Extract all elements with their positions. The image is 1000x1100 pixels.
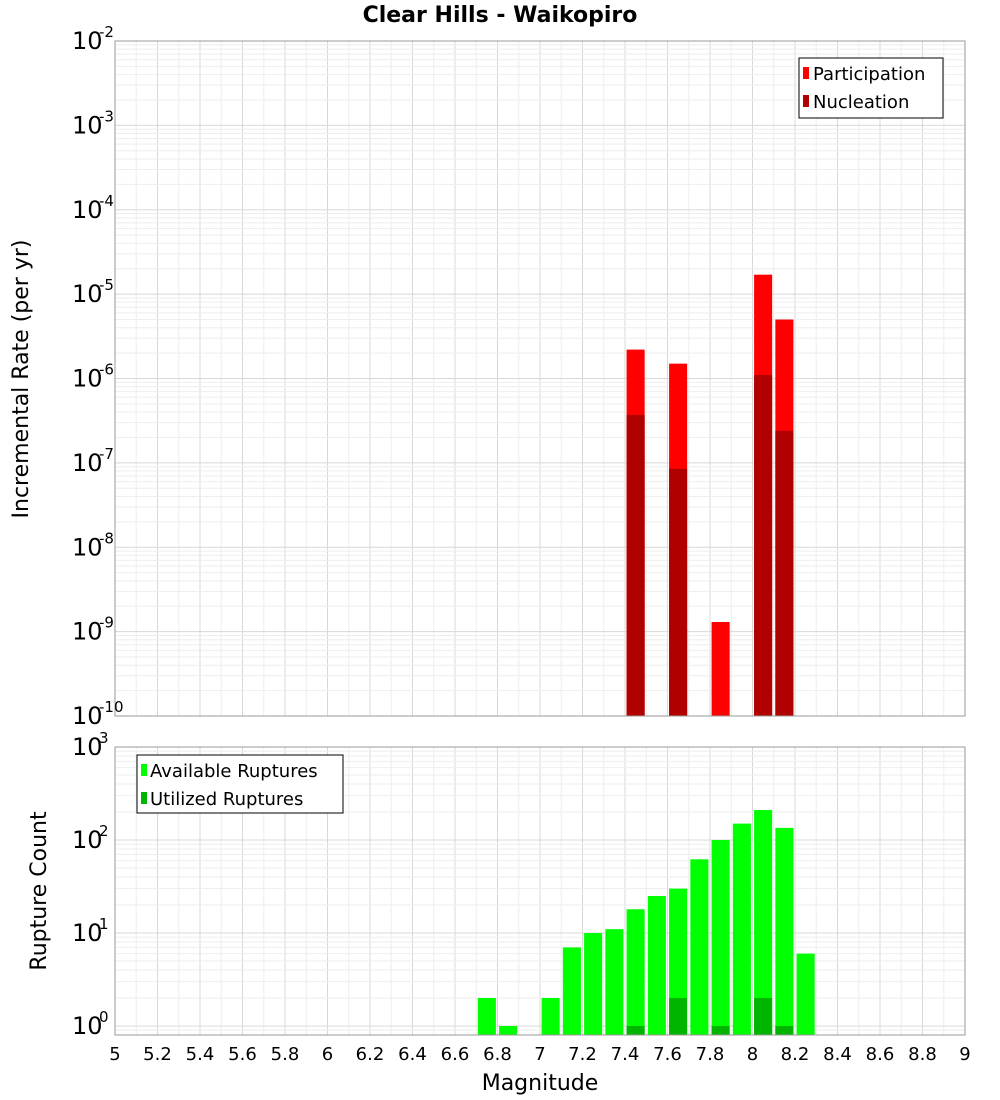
bottom-y-tick-exponent: 1 <box>99 915 109 933</box>
top-y-tick-exponent: -10 <box>99 698 124 716</box>
bottom-bar-available-ruptures <box>732 823 751 1035</box>
bottom-legend: Available Ruptures Utilized Ruptures <box>136 754 344 814</box>
top-y-tick-exponent: -5 <box>99 276 114 294</box>
top-bar-nucleation <box>626 414 645 716</box>
top-y-tick-label: 10 <box>72 196 103 224</box>
legend-swatch-participation <box>803 67 809 79</box>
x-tick-label: 7.6 <box>653 1044 682 1065</box>
top-y-tick-exponent: -2 <box>99 23 114 41</box>
x-tick-label: 7.4 <box>611 1044 640 1065</box>
top-bar-nucleation <box>669 468 688 716</box>
top-y-tick-label: 10 <box>72 533 103 561</box>
top-y-tick-label: 10 <box>72 280 103 308</box>
chart-title: Clear Hills - Waikopiro <box>363 3 638 28</box>
bottom-y-tick-label: 10 <box>72 826 103 854</box>
bottom-y-tick-exponent: 0 <box>99 1008 109 1026</box>
top-y-tick-label: 10 <box>72 618 103 646</box>
bottom-bar-available-ruptures <box>626 909 645 1035</box>
x-tick-label: 6 <box>322 1044 333 1065</box>
x-tick-label: 9 <box>959 1044 970 1065</box>
top-y-tick-exponent: -6 <box>99 361 114 379</box>
x-tick-label: 8.6 <box>866 1044 895 1065</box>
top-y-tick-label: 10 <box>72 27 103 55</box>
x-tick-label: 8.4 <box>823 1044 852 1065</box>
top-bar-participation <box>711 622 730 716</box>
bottom-y-tick-label: 10 <box>72 919 103 947</box>
top-y-tick-exponent: -7 <box>99 445 114 463</box>
x-tick-label: 7 <box>534 1044 545 1065</box>
bottom-bar-available-ruptures <box>605 929 624 1035</box>
bottom-bar-available-ruptures <box>711 839 730 1035</box>
legend-label-available: Available Ruptures <box>150 761 318 782</box>
bottom-y-tick-exponent: 3 <box>99 729 109 747</box>
top-y-tick-exponent: -3 <box>99 107 114 125</box>
x-tick-label: 6.8 <box>483 1044 512 1065</box>
x-axis-ticks: 5 5.2 5.4 5.6 5.8 6 6.2 6.4 6.6 6.8 7 7.2 7.4 7.6 7.8 8… <box>109 1044 970 1065</box>
bottom-bar-available-ruptures <box>477 997 496 1035</box>
legend-swatch-utilized <box>141 792 147 804</box>
top-y-tick-exponent: -8 <box>99 529 114 547</box>
bottom-bar-utilized-ruptures <box>754 997 773 1035</box>
bottom-bar-available-ruptures <box>584 932 603 1035</box>
bottom-bar-available-ruptures <box>499 1025 518 1035</box>
x-tick-label: 6.4 <box>398 1044 427 1065</box>
legend-label-participation: Participation <box>813 64 925 85</box>
top-legend: Participation Nucleation <box>798 57 944 119</box>
bottom-bar-available-ruptures <box>690 859 709 1035</box>
legend-swatch-nucleation <box>803 95 809 107</box>
bottom-bar-available-ruptures <box>647 895 666 1035</box>
top-y-tick-label: 10 <box>72 702 103 730</box>
top-y-axis-label: Incremental Rate (per yr) <box>9 240 34 519</box>
bottom-bar-utilized-ruptures <box>775 1025 794 1035</box>
x-tick-label: 8.2 <box>781 1044 810 1065</box>
bottom-y-tick-label: 10 <box>72 733 103 761</box>
legend-swatch-available <box>141 764 147 776</box>
x-tick-label: 8.8 <box>908 1044 937 1065</box>
top-y-tick-exponent: -4 <box>99 192 114 210</box>
legend-label-utilized: Utilized Ruptures <box>150 789 303 810</box>
x-axis-label: Magnitude <box>482 1071 599 1096</box>
x-tick-label: 6.2 <box>356 1044 385 1065</box>
x-tick-label: 6.6 <box>441 1044 470 1065</box>
legend-label-nucleation: Nucleation <box>813 92 909 113</box>
x-tick-label: 5.2 <box>143 1044 172 1065</box>
bottom-bar-available-ruptures <box>754 810 773 1035</box>
bottom-bar-utilized-ruptures <box>626 1025 645 1035</box>
x-tick-label: 5 <box>109 1044 120 1065</box>
bottom-y-tick-exponent: 2 <box>99 822 109 840</box>
x-tick-label: 8 <box>747 1044 758 1065</box>
bottom-bar-available-ruptures <box>541 997 560 1035</box>
x-tick-label: 5.4 <box>186 1044 215 1065</box>
x-tick-label: 7.8 <box>696 1044 725 1065</box>
x-tick-label: 5.6 <box>228 1044 257 1065</box>
x-tick-label: 5.8 <box>271 1044 300 1065</box>
bottom-bar-available-ruptures <box>562 947 581 1035</box>
top-y-tick-label: 10 <box>72 365 103 393</box>
x-tick-label: 7.2 <box>568 1044 597 1065</box>
top-bar-nucleation <box>754 375 773 716</box>
bottom-bar-utilized-ruptures <box>711 1025 730 1035</box>
bottom-y-tick-label: 10 <box>72 1012 103 1040</box>
bottom-y-axis-label: Rupture Count <box>27 811 52 971</box>
bottom-bar-available-ruptures <box>796 953 815 1035</box>
top-y-tick-exponent: -9 <box>99 614 114 632</box>
bottom-bar-utilized-ruptures <box>669 997 688 1035</box>
top-bar-nucleation <box>775 430 794 716</box>
bottom-bar-available-ruptures <box>775 827 794 1035</box>
top-y-tick-label: 10 <box>72 449 103 477</box>
top-y-tick-label: 10 <box>72 111 103 139</box>
